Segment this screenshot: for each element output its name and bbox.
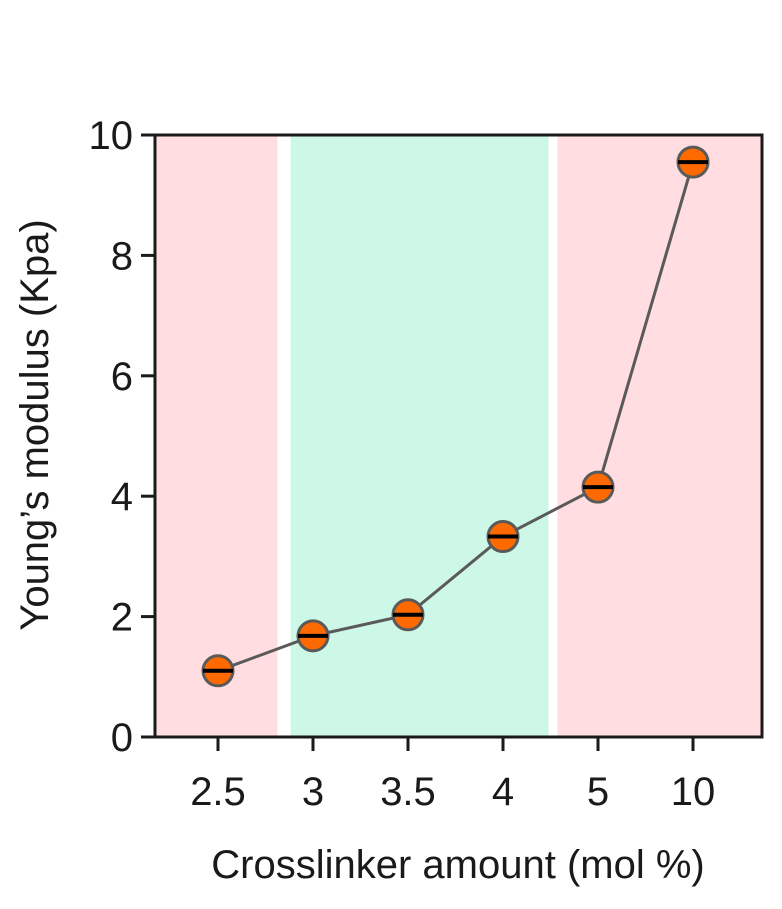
y-axis-title: Young’s modulus (Kpa) xyxy=(13,219,57,630)
background-region xyxy=(557,135,762,737)
background-regions xyxy=(155,135,762,737)
background-region xyxy=(155,135,278,737)
plot-frame xyxy=(153,133,764,739)
y-tick-label: 4 xyxy=(111,475,133,519)
y-tick-label: 0 xyxy=(111,716,133,760)
x-tick-label: 3.5 xyxy=(380,770,436,814)
x-axis-title: Crosslinker amount (mol %) xyxy=(211,843,704,887)
x-tick-label: 4 xyxy=(492,770,514,814)
x-tick-label: 2.5 xyxy=(190,770,246,814)
y-tick-label: 2 xyxy=(111,596,133,640)
y-tick-label: 10 xyxy=(89,114,134,158)
x-tick-label: 10 xyxy=(671,770,716,814)
x-tick-label: 3 xyxy=(302,770,324,814)
axes: 0 2 4 6 8 10 2.5 3 3.5 4 5 10 xyxy=(89,114,764,814)
background-region xyxy=(290,135,549,737)
series-line xyxy=(217,161,695,673)
y-tick-label: 8 xyxy=(111,234,133,278)
y-tick-label: 6 xyxy=(111,355,133,399)
x-tick-label: 5 xyxy=(587,770,609,814)
plot-area xyxy=(201,145,710,688)
